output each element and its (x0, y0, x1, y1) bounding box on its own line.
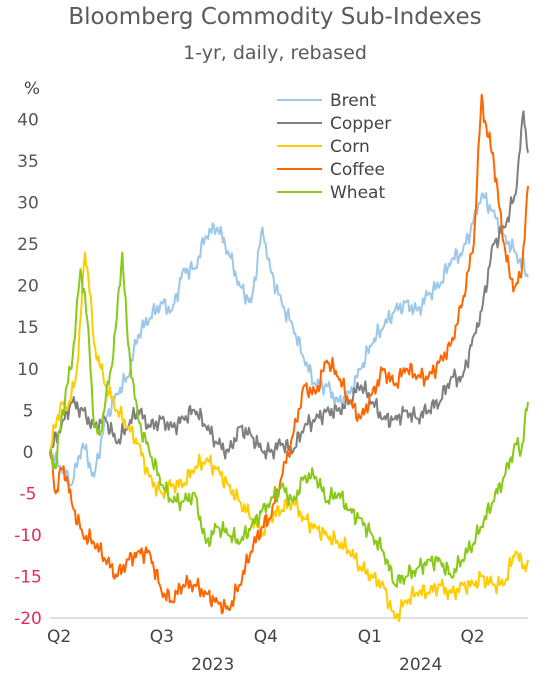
y-tick-label: -15 (14, 567, 42, 587)
series-lines (49, 93, 529, 623)
legend-label-copper: Copper (330, 114, 391, 134)
series-line-wheat (49, 251, 529, 588)
y-tick-label: 15 (17, 318, 39, 338)
y-tick-label: -10 (14, 526, 42, 546)
y-axis-unit-label: % (24, 79, 40, 99)
series-line-copper (49, 110, 529, 460)
x-year-label: 2023 (191, 655, 234, 675)
y-tick-label: 25 (17, 235, 39, 255)
y-tick-label: 10 (17, 360, 39, 380)
y-tick-label: 5 (23, 401, 34, 421)
chart-title: Bloomberg Commodity Sub-Indexes (68, 4, 482, 30)
x-tick-label: Q4 (254, 627, 278, 647)
legend-label-coffee: Coffee (330, 160, 385, 180)
x-year-label: 2024 (399, 655, 442, 675)
y-tick-label: 35 (17, 152, 39, 172)
x-tick-label: Q3 (150, 627, 174, 647)
x-tick-label: Q1 (358, 627, 382, 647)
y-tick-label: 20 (17, 277, 39, 297)
x-tick-label: Q2 (461, 627, 485, 647)
series-line-coffee (49, 93, 529, 615)
chart-subtitle: 1-yr, daily, rebased (183, 42, 367, 64)
y-tick-label: 30 (17, 194, 39, 214)
x-tick-label: Q2 (47, 627, 71, 647)
y-tick-label: -20 (14, 609, 42, 629)
legend-label-corn: Corn (330, 137, 370, 157)
x-axis: Q2 Q3 Q4 Q1 Q2 2023 2024 (47, 617, 528, 675)
y-axis: % -20 -15 -10 -5 0 5 10 15 20 25 30 35 40 (14, 79, 42, 629)
legend-label-brent: Brent (330, 91, 377, 111)
y-tick-label: 0 (23, 443, 34, 463)
y-tick-label: 40 (17, 111, 39, 131)
y-tick-label: -5 (20, 484, 37, 504)
series-line-brent (49, 192, 529, 488)
legend-label-wheat: Wheat (330, 183, 385, 203)
legend: Brent Copper Corn Coffee Wheat (277, 91, 391, 203)
